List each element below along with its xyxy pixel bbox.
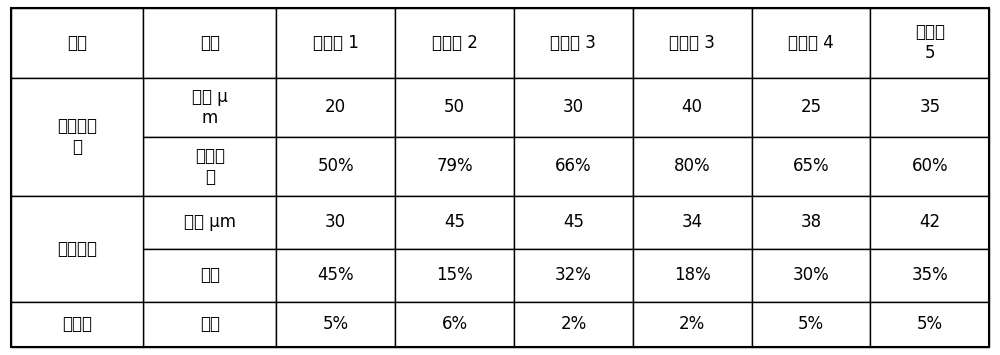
Text: 65%: 65%: [793, 157, 829, 175]
Text: 32%: 32%: [555, 266, 592, 284]
Text: 38: 38: [801, 213, 822, 231]
Bar: [514, 302, 633, 347]
Bar: [11, 196, 143, 302]
Text: 45: 45: [563, 213, 584, 231]
Bar: [143, 137, 276, 196]
Bar: [143, 302, 276, 347]
Text: 实施例 3: 实施例 3: [669, 34, 715, 52]
Bar: [11, 8, 143, 78]
Text: 35: 35: [919, 98, 940, 116]
Bar: [752, 137, 870, 196]
Text: 含量: 含量: [200, 316, 220, 333]
Bar: [752, 302, 870, 347]
Bar: [870, 8, 989, 78]
Text: 79%: 79%: [436, 157, 473, 175]
Bar: [395, 248, 514, 302]
Bar: [276, 78, 395, 137]
Text: 35%: 35%: [912, 266, 948, 284]
Text: 原料: 原料: [67, 34, 87, 52]
Bar: [514, 8, 633, 78]
Bar: [514, 248, 633, 302]
Bar: [276, 137, 395, 196]
Text: 实施例 4: 实施例 4: [788, 34, 834, 52]
Bar: [752, 8, 870, 78]
Text: 25: 25: [801, 98, 822, 116]
Text: 6%: 6%: [442, 316, 468, 333]
Bar: [395, 8, 514, 78]
Bar: [395, 196, 514, 248]
Text: 50: 50: [444, 98, 465, 116]
Text: 20: 20: [325, 98, 346, 116]
Text: 2%: 2%: [679, 316, 705, 333]
Bar: [143, 78, 276, 137]
Bar: [11, 302, 143, 347]
Bar: [752, 78, 870, 137]
Text: 指标: 指标: [200, 34, 220, 52]
Text: 2%: 2%: [560, 316, 587, 333]
Bar: [143, 248, 276, 302]
Bar: [395, 137, 514, 196]
Text: 50%: 50%: [317, 157, 354, 175]
Text: 实施例 2: 实施例 2: [432, 34, 478, 52]
Bar: [11, 78, 143, 196]
Bar: [870, 78, 989, 137]
Bar: [633, 248, 752, 302]
Text: 30: 30: [325, 213, 346, 231]
Text: 实施例 3: 实施例 3: [550, 34, 596, 52]
Bar: [276, 8, 395, 78]
Text: 40: 40: [682, 98, 703, 116]
Text: 粒径 μ
m: 粒径 μ m: [192, 88, 228, 127]
Text: 18%: 18%: [674, 266, 711, 284]
Text: 锡青铜粉: 锡青铜粉: [57, 240, 97, 258]
Text: 60%: 60%: [912, 157, 948, 175]
Text: 5%: 5%: [917, 316, 943, 333]
Text: 5%: 5%: [798, 316, 824, 333]
Text: 5%: 5%: [323, 316, 349, 333]
Bar: [143, 8, 276, 78]
Bar: [870, 302, 989, 347]
Text: 含量: 含量: [200, 266, 220, 284]
Text: 45%: 45%: [317, 266, 354, 284]
Bar: [514, 78, 633, 137]
Text: 45: 45: [444, 213, 465, 231]
Bar: [870, 248, 989, 302]
Text: 实施例
5: 实施例 5: [915, 23, 945, 62]
Text: 30%: 30%: [793, 266, 829, 284]
Bar: [276, 302, 395, 347]
Text: 42: 42: [919, 213, 940, 231]
Text: 66%: 66%: [555, 157, 592, 175]
Bar: [870, 137, 989, 196]
Bar: [752, 248, 870, 302]
Bar: [395, 78, 514, 137]
Text: 质量分
数: 质量分 数: [195, 147, 225, 186]
Bar: [276, 196, 395, 248]
Bar: [395, 302, 514, 347]
Bar: [143, 196, 276, 248]
Bar: [752, 196, 870, 248]
Text: 聚四氟乙
烯: 聚四氟乙 烯: [57, 117, 97, 156]
Bar: [633, 8, 752, 78]
Bar: [870, 196, 989, 248]
Text: 34: 34: [682, 213, 703, 231]
Text: 碳纤维: 碳纤维: [62, 316, 92, 333]
Bar: [633, 137, 752, 196]
Bar: [514, 137, 633, 196]
Text: 80%: 80%: [674, 157, 711, 175]
Bar: [633, 78, 752, 137]
Bar: [514, 196, 633, 248]
Text: 30: 30: [563, 98, 584, 116]
Bar: [276, 248, 395, 302]
Bar: [633, 196, 752, 248]
Text: 15%: 15%: [436, 266, 473, 284]
Bar: [633, 302, 752, 347]
Text: 粒径 μm: 粒径 μm: [184, 213, 236, 231]
Text: 实施例 1: 实施例 1: [313, 34, 359, 52]
